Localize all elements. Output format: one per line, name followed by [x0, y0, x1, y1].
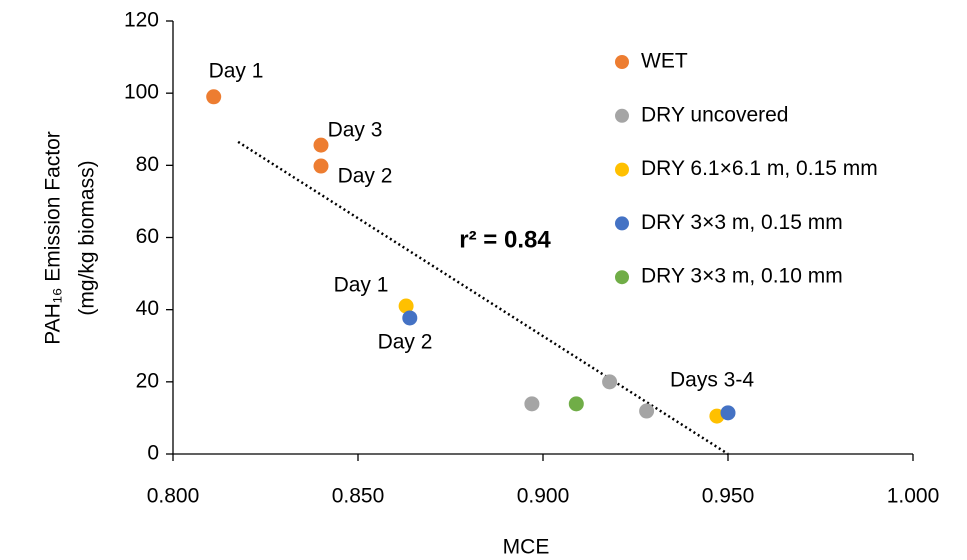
y-tick-label: 120 [124, 9, 159, 32]
x-tick-label: 0.900 [517, 485, 570, 508]
legend-label: DRY 3×3 m, 0.10 mm [641, 265, 843, 288]
annotation: Day 2 [378, 331, 433, 354]
annotation: r² = 0.84 [459, 226, 551, 253]
legend-label: WET [641, 50, 688, 73]
annotation: Days 3-4 [670, 369, 754, 392]
annotation: Day 2 [338, 165, 393, 188]
x-tick-label: 1.000 [887, 485, 940, 508]
y-tick-label: 40 [136, 297, 159, 320]
legend-marker [615, 55, 629, 69]
point [402, 310, 418, 326]
legend-marker [615, 270, 629, 285]
annotation: Day 1 [209, 60, 264, 83]
y-tick-label: 100 [124, 81, 159, 104]
y-axis-label: PAH₁₆ Emission Factor [42, 131, 65, 345]
y-axis-label-group: PAH₁₆ Emission Factor (mg/kg biomass) [42, 131, 99, 345]
point [313, 158, 329, 174]
annotation: Day 1 [334, 274, 389, 297]
point [206, 89, 222, 105]
legend-label: DRY 3×3 m, 0.15 mm [641, 211, 843, 234]
x-tick-label: 0.800 [147, 485, 200, 508]
point [313, 137, 329, 153]
point [398, 298, 414, 314]
point [639, 403, 655, 419]
point [524, 396, 540, 412]
legend-marker [615, 216, 629, 231]
x-tick-label: 0.850 [332, 485, 385, 508]
legend-label: DRY 6.1×6.1 m, 0.15 mm [641, 157, 878, 180]
y-tick-label: 20 [136, 369, 159, 392]
legend-marker [615, 108, 629, 123]
x-tick-label: 0.950 [702, 485, 755, 508]
y-tick-label: 80 [136, 153, 159, 176]
y-tick-label: 0 [147, 442, 159, 465]
x-axis-label: MCE [503, 536, 550, 559]
y-axis-label: (mg/kg biomass) [76, 160, 99, 315]
point [602, 374, 618, 390]
point [720, 405, 736, 421]
annotation: Day 3 [328, 119, 383, 142]
legend-marker [615, 162, 629, 177]
trendline [237, 140, 729, 456]
legend-label: DRY uncovered [641, 103, 788, 126]
point [568, 396, 584, 412]
y-tick-label: 60 [136, 225, 159, 248]
